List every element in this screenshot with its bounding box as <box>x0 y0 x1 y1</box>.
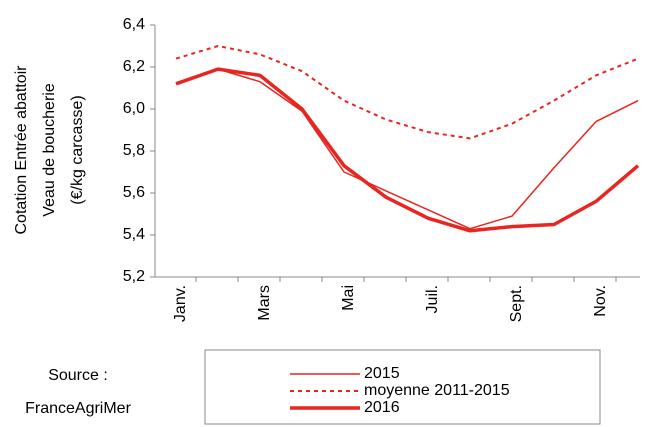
x-tick-label: Nov. <box>592 285 609 317</box>
y-axis-label: (€/kg carcasse) <box>69 95 86 204</box>
x-tick-label: Mars <box>256 285 273 321</box>
source-label: Source : <box>48 367 108 384</box>
y-tick-label: 6,2 <box>123 58 145 75</box>
y-tick-label: 5,2 <box>123 268 145 285</box>
legend-label: 2016 <box>364 399 400 416</box>
y-tick-label: 5,6 <box>123 184 145 201</box>
y-axis-label: Veau de boucherie <box>41 83 58 217</box>
y-tick-label: 5,4 <box>123 226 145 243</box>
legend-box <box>204 349 601 425</box>
x-tick-label: Juil. <box>424 285 441 313</box>
y-axis-label: Cotation Entrée abattoir <box>13 65 30 235</box>
source-text: FranceAgriMer <box>25 400 131 417</box>
series-line <box>175 45 639 140</box>
series-line <box>175 67 640 233</box>
x-tick-label: Sept. <box>508 285 525 322</box>
legend-label: moyenne 2011-2015 <box>364 382 510 399</box>
x-tick-label: Janv. <box>172 285 189 322</box>
x-tick-label: Mai <box>340 285 357 311</box>
legend-label: 2015 <box>364 365 400 382</box>
y-tick-label: 6,4 <box>123 16 145 33</box>
series-line <box>175 68 639 230</box>
y-tick-label: 6,0 <box>123 100 145 117</box>
y-tick-label: 5,8 <box>123 142 145 159</box>
